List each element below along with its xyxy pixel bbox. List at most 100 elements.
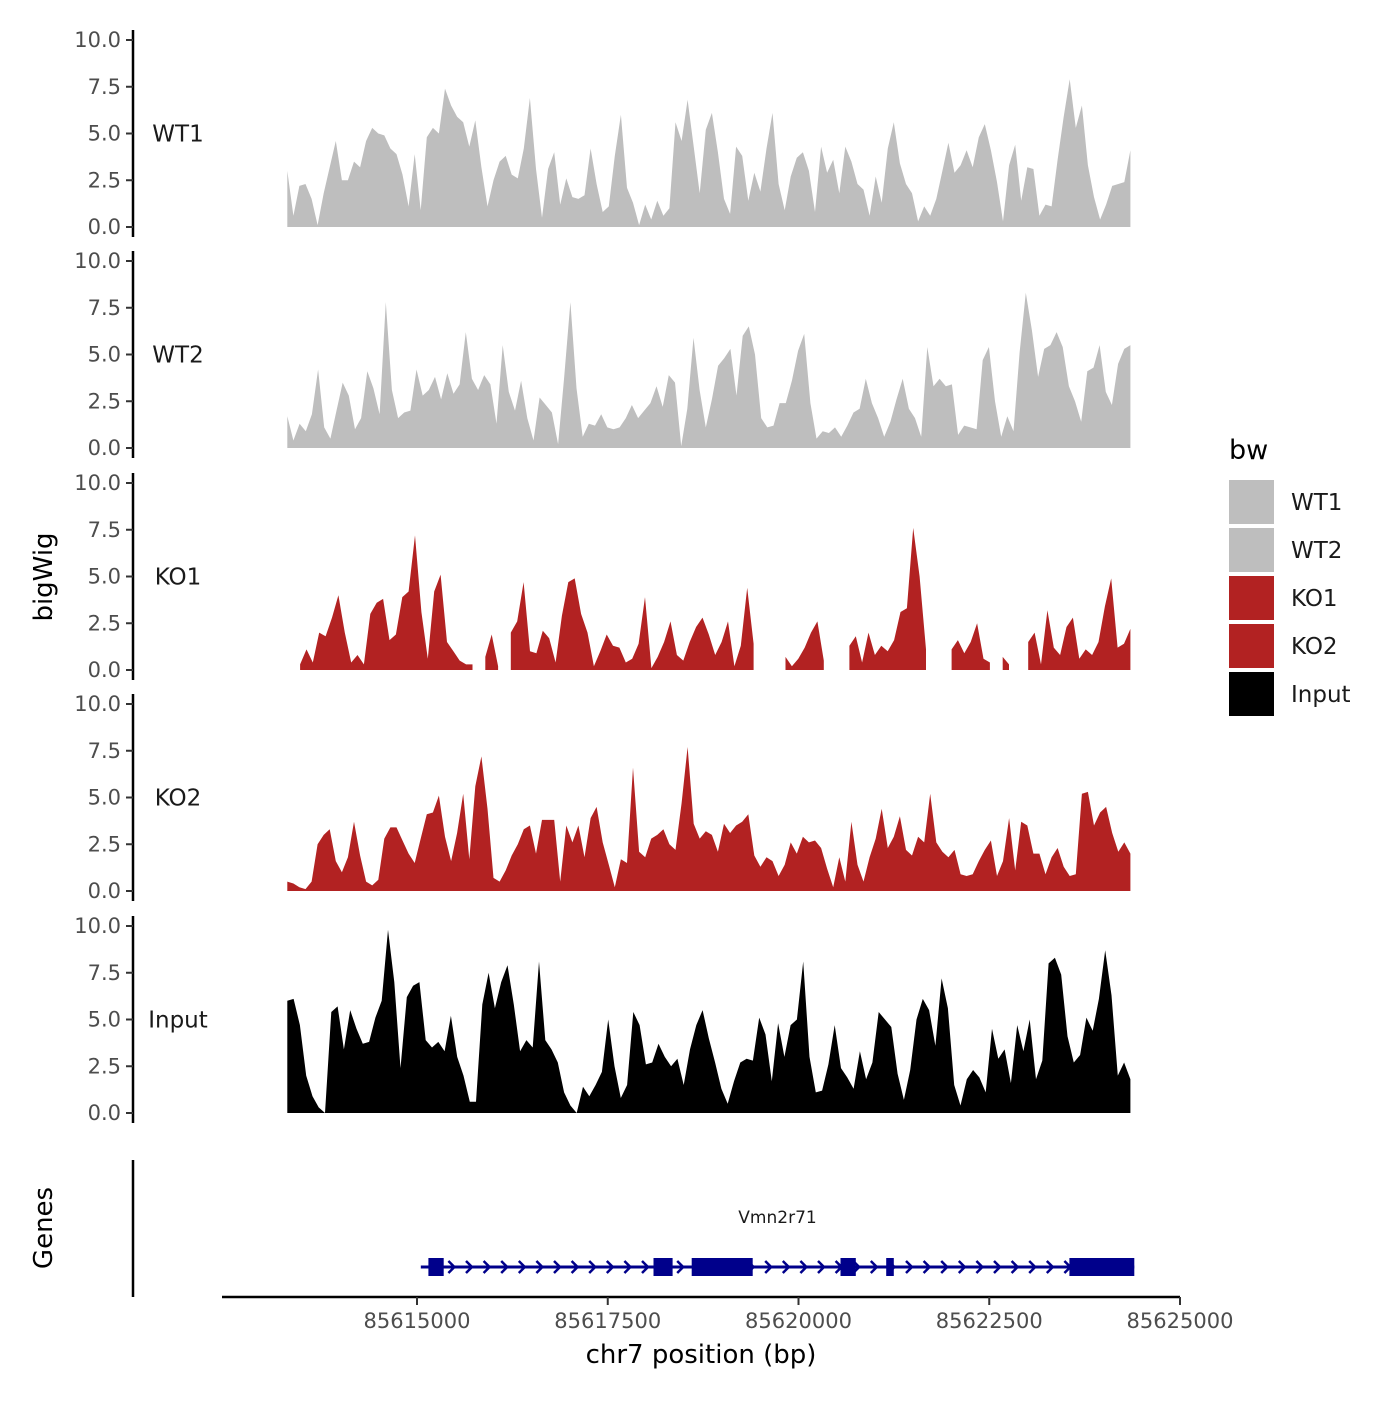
legend-label-wt1: WT1	[1291, 490, 1342, 516]
strand-arrow-icon	[517, 1260, 527, 1274]
area-segment-input	[287, 929, 1131, 1113]
x-tick-label: 85620000	[745, 1309, 852, 1333]
y-tick-label: 5.0	[88, 786, 121, 810]
track-ko1: 0.0 2.5 5.0 7.5 10.0 KO1	[74, 471, 1131, 682]
y-tick-label: 5.0	[88, 343, 121, 367]
area-segment-ko1	[510, 578, 754, 670]
strand-arrow-icon	[869, 1260, 879, 1274]
area-segment-ko1	[1002, 656, 1009, 670]
y-tick-label: 0.0	[88, 658, 121, 682]
legend-label-ko1: KO1	[1291, 586, 1338, 612]
y-tick-label: 5.0	[88, 565, 121, 589]
strand-arrow-icon	[993, 1260, 1002, 1274]
gene-exon	[653, 1258, 673, 1276]
area-segment-wt2	[287, 292, 1131, 448]
y-tick-label: 7.5	[88, 75, 121, 99]
track-label-input: Input	[148, 1008, 208, 1034]
legend-swatch-wt1	[1229, 480, 1274, 524]
strand-arrow-icon	[623, 1260, 633, 1274]
area-segment-wt1	[287, 79, 1131, 227]
track-wt2: 0.0 2.5 5.0 7.5 10.0 WT2	[74, 249, 1131, 460]
strand-arrow-icon	[905, 1260, 914, 1274]
gene-exon	[691, 1258, 753, 1276]
track-label-ko1: KO1	[155, 565, 202, 591]
strand-arrow-icon	[940, 1260, 949, 1274]
y-tick-label: 10.0	[74, 28, 121, 52]
strand-arrow-icon	[817, 1260, 826, 1274]
strand-arrow-icon	[641, 1260, 650, 1274]
strand-arrow-icon	[535, 1260, 545, 1274]
strand-arrow-icon	[764, 1260, 773, 1274]
y-tick-label: 7.5	[88, 518, 121, 542]
gene-vmn2r71: Vmn2r71	[420, 1208, 1135, 1276]
strand-arrow-icon	[570, 1260, 580, 1274]
legend-swatch-ko2	[1229, 624, 1274, 668]
x-axis: 85615000 85617500 85620000 85622500 85625000	[222, 1295, 1234, 1333]
area-segment-ko1	[1028, 578, 1131, 670]
y-tick-label: 0.0	[88, 215, 121, 239]
strand-arrow-icon	[975, 1260, 985, 1274]
legend-label-ko2: KO2	[1291, 634, 1338, 660]
y-tick-label: 10.0	[74, 471, 121, 495]
legend-swatch-wt2	[1229, 528, 1274, 572]
y-tick-label: 5.0	[88, 122, 121, 146]
gene-exon	[428, 1258, 444, 1276]
y-tick-label: 0.0	[88, 879, 121, 903]
gene-exon	[840, 1258, 856, 1276]
gene-name-label: Vmn2r71	[738, 1208, 816, 1228]
area-segment-ko1	[300, 535, 473, 670]
legend-title: bw	[1229, 435, 1268, 466]
y-tick-label: 10.0	[74, 249, 121, 273]
y-tick-label: 2.5	[88, 611, 121, 635]
strand-arrow-icon	[781, 1260, 791, 1274]
strand-arrow-icon	[1045, 1260, 1055, 1274]
genes-axis-title: Genes	[29, 1187, 59, 1269]
signal-tracks: 0.02.55.07.510.0WT10.02.55.07.510.0WT20.…	[74, 28, 1131, 1125]
y-tick-label: 2.5	[88, 832, 121, 856]
y-tick-label: 2.5	[88, 389, 121, 413]
y-tick-label: 2.5	[88, 1054, 121, 1078]
strand-arrow-icon	[482, 1260, 492, 1274]
y-tick-label: 7.5	[88, 961, 121, 985]
x-tick-label: 85615000	[364, 1309, 471, 1333]
legend-swatch-input	[1229, 672, 1274, 716]
strand-arrow-icon	[447, 1260, 457, 1274]
strand-arrow-icon	[799, 1260, 809, 1274]
y-tick-label: 10.0	[74, 914, 121, 938]
gene-exon	[1069, 1258, 1135, 1276]
track-label-wt1: WT1	[152, 122, 203, 148]
y-tick-label: 7.5	[88, 739, 121, 763]
strand-arrow-icon	[957, 1260, 967, 1274]
x-axis-title: chr7 position (bp)	[586, 1340, 817, 1370]
y-tick-label: 0.0	[88, 1101, 121, 1125]
strand-arrow-icon	[605, 1260, 615, 1274]
area-segment-ko1	[785, 621, 824, 670]
strand-arrow-icon	[922, 1260, 932, 1274]
area-segment-ko1	[951, 623, 990, 670]
strand-arrow-icon	[553, 1260, 562, 1274]
y-tick-label: 5.0	[88, 1008, 121, 1032]
track-label-ko2: KO2	[155, 786, 202, 812]
gene-panel: Vmn2r71	[131, 1160, 1135, 1297]
track-ko2: 0.0 2.5 5.0 7.5 10.0 KO2	[74, 692, 1131, 903]
track-wt1: 0.0 2.5 5.0 7.5 10.0 WT1	[74, 28, 1131, 239]
y-tick-label: 7.5	[88, 296, 121, 320]
strand-arrow-icon	[588, 1260, 597, 1274]
legend: bw WT1 WT2 KO1 KO2 Input	[1229, 435, 1351, 716]
legend-swatch-ko1	[1229, 576, 1274, 620]
strand-arrow-icon	[1010, 1260, 1020, 1274]
y-tick-label: 10.0	[74, 692, 121, 716]
area-segment-ko1	[849, 527, 926, 670]
x-tick-label: 85625000	[1127, 1309, 1234, 1333]
y-axis-title: bigWig	[29, 532, 59, 621]
strand-arrow-icon	[676, 1260, 685, 1274]
y-tick-label: 2.5	[88, 168, 121, 192]
area-segment-ko2	[287, 747, 1131, 891]
strand-arrow-icon	[500, 1260, 509, 1274]
area-segment-ko1	[485, 634, 499, 670]
gene-exon	[886, 1258, 894, 1276]
track-input: 0.0 2.5 5.0 7.5 10.0 Input	[74, 914, 1131, 1125]
legend-label-input: Input	[1291, 682, 1351, 708]
